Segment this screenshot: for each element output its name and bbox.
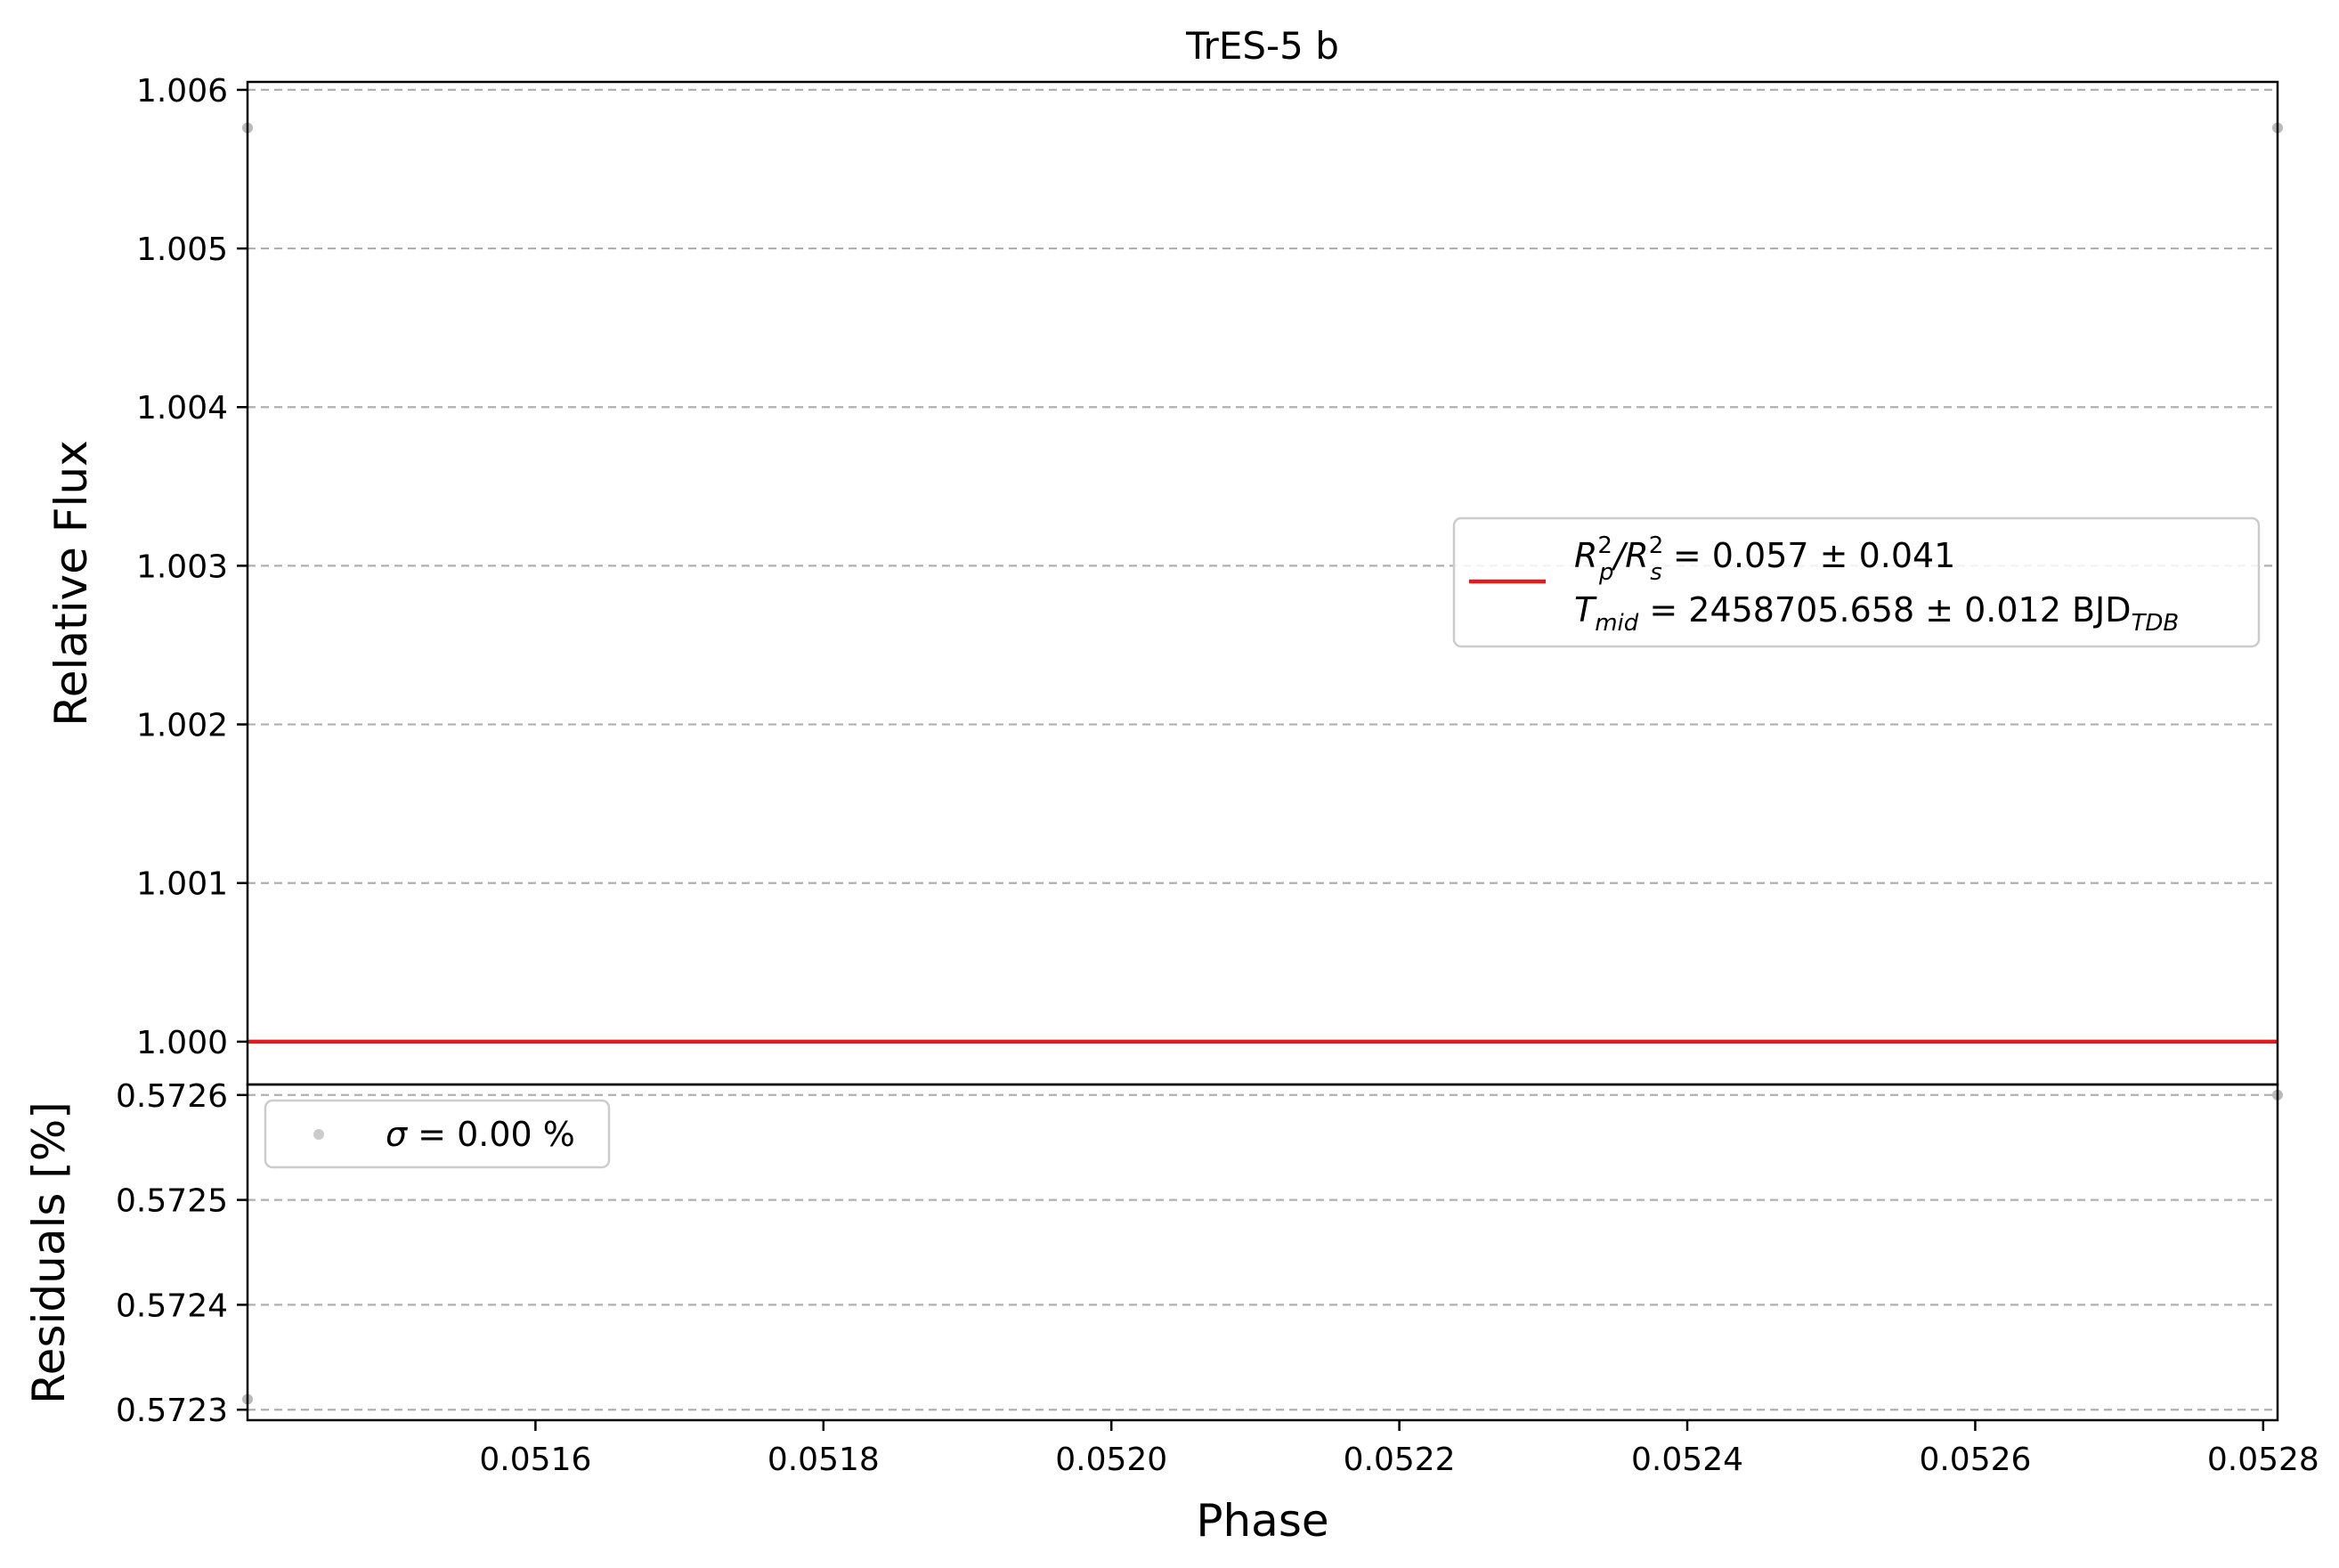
legend-depth-sup-b: 2 [1649, 532, 1664, 559]
x-tick-label: 0.0516 [479, 1442, 591, 1478]
flux-y-tick-label: 1.004 [136, 390, 228, 427]
x-tick-label: 0.0524 [1631, 1442, 1743, 1478]
residuals-legend: σ = 0.00 % [264, 1099, 611, 1169]
flux-y-ticks: 1.000 1.001 1.002 1.003 1.004 1.005 1.006 [136, 73, 248, 1061]
residuals-y-tick-label: 0.5724 [116, 1288, 228, 1324]
legend-depth-value: = 0.057 ± 0.041 [1662, 536, 1956, 575]
flux-y-tick-label: 1.002 [136, 708, 228, 744]
flux-y-axis-label: Relative Flux [45, 440, 97, 726]
flux-legend-box [1452, 516, 2261, 648]
residuals-panel-frame [246, 1083, 2279, 1422]
x-ticks: 0.0516 0.0518 0.0520 0.0522 0.0524 0.0526 0.05… [479, 1420, 2319, 1478]
residuals-y-tick-label: 0.5725 [116, 1183, 228, 1220]
flux-y-tick-label: 1.000 [136, 1025, 228, 1061]
flux-y-tick-label: 1.001 [136, 866, 228, 903]
legend-depth-sub-s: s [1650, 559, 1662, 586]
legend-swatch-marker [313, 1129, 324, 1140]
legend-tmid-t: T [1574, 590, 1597, 630]
legend-sigma-symbol: σ [386, 1115, 409, 1154]
legend-entry-sigma: σ = 0.00 % [386, 1115, 575, 1154]
residuals-y-axis-label: Residuals [%] [23, 1101, 75, 1404]
legend-tmid-value: = 2458705.658 ± 0.012 BJD [1638, 590, 2131, 630]
x-tick-label: 0.0526 [1919, 1442, 2031, 1478]
flux-y-tick-label: 1.003 [136, 548, 228, 585]
residuals-gridlines [248, 1093, 2278, 1411]
legend-tmid-sub: mid [1595, 610, 1639, 637]
x-axis-label: Phase [1196, 1495, 1328, 1547]
x-tick-label: 0.0518 [767, 1442, 880, 1478]
legend-depth-slash: /R [1611, 536, 1648, 575]
x-tick-label: 0.0520 [1055, 1442, 1167, 1478]
flux-y-tick-label: 1.006 [136, 73, 228, 110]
x-tick-label: 0.0528 [2207, 1442, 2319, 1478]
legend-tmid-sub-tdb: TDB [2132, 610, 2180, 637]
flux-gridlines [248, 88, 2278, 1043]
legend-sigma-value: = 0.00 % [407, 1115, 575, 1154]
legend-entry-depth: R2 p/R2 s = 0.057 ± 0.041 [1574, 532, 1955, 586]
flux-legend: R2 p/R2 s = 0.057 ± 0.041 Tmid = 2458705.6… [1452, 516, 2261, 648]
flux-y-tick-label: 1.005 [136, 232, 228, 268]
legend-depth-sup-a: 2 [1597, 532, 1612, 559]
residuals-legend-box [264, 1099, 611, 1169]
legend-entry-tmid: Tmid = 2458705.658 ± 0.012 BJDTDB [1574, 590, 2179, 637]
chart-title: TrES-5 b [1185, 24, 1339, 68]
legend-depth-sub-p: p [1598, 559, 1614, 586]
x-tick-label: 0.0522 [1344, 1442, 1456, 1478]
residuals-y-ticks: 0.5723 0.5724 0.5725 0.5726 [116, 1078, 248, 1429]
residuals-y-tick-label: 0.5726 [116, 1078, 228, 1115]
residuals-y-tick-label: 0.5723 [116, 1393, 228, 1429]
legend-depth-r: R [1574, 536, 1597, 575]
